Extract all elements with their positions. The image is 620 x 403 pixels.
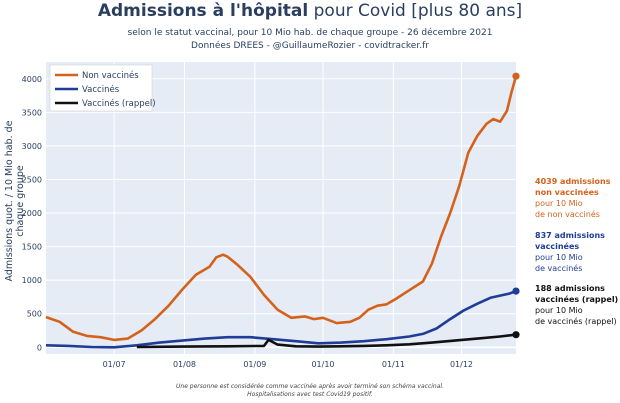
title-rest: pour Covid [plus 80 ans] <box>308 1 523 21</box>
series-line-2 <box>136 333 517 349</box>
y-tick-label: 500 <box>27 310 42 319</box>
subtitle-line-2: Données DREES - @GuillaumeRozier - covid… <box>191 41 429 51</box>
y-tick-label: 1000 <box>22 276 42 285</box>
annotation-line4: de vaccinés (rappel) <box>535 317 617 326</box>
annotation-line4: de non vaccinés <box>535 210 600 219</box>
series-lines <box>45 72 520 349</box>
x-tick-label: 01/09 <box>243 360 266 369</box>
legend-label-2[interactable]: Vaccinés (rappel) <box>82 98 156 109</box>
annotation-bold1: 837 admissions <box>535 231 605 240</box>
footnote-2: Hospitalisations avec test Covid19 posit… <box>247 391 373 398</box>
y-tick-label: 2500 <box>22 175 42 184</box>
series-endpoint-1 <box>512 287 520 295</box>
x-tick-labels: 01/07 01/08 01/09 01/10 01/11 01/12 <box>103 360 473 369</box>
annotation-0: 4039 admissions non vaccinées pour 10 Mio d… <box>535 176 610 220</box>
annotation-line3: pour 10 Mio <box>535 306 583 315</box>
series-line-0 <box>45 75 518 342</box>
annotation-bold1: 4039 admissions <box>535 177 611 186</box>
y-tick-label: 3500 <box>22 108 42 117</box>
y-tick-label: 0 <box>37 343 42 352</box>
annotation-1: 837 admissions vaccinées pour 10 Mio de vac… <box>535 230 605 274</box>
y-tick-label: 2000 <box>22 209 42 218</box>
legend-label-0[interactable]: Non vaccinés <box>82 70 139 81</box>
y-tick-labels: 0 500 1000 1500 2000 2500 3000 3500 4000 <box>22 75 42 353</box>
gridlines <box>46 62 516 354</box>
annotation-bold2: vaccinées (rappel) <box>535 295 619 304</box>
annotation-bold2: non vaccinées <box>535 188 599 197</box>
subtitle-line-1: selon le statut vaccinal, pour 10 Mio ha… <box>127 28 493 38</box>
x-tick-label: 01/07 <box>103 360 126 369</box>
y-tick-label: 4000 <box>22 75 42 84</box>
x-tick-label: 01/10 <box>311 360 334 369</box>
x-tick-label: 01/12 <box>450 360 473 369</box>
series-endpoint-0 <box>512 72 520 80</box>
x-tick-label: 01/11 <box>382 360 405 369</box>
y-tick-label: 1500 <box>22 243 42 252</box>
series-endpoint-2 <box>512 331 520 339</box>
legend-label-1[interactable]: Vaccinés <box>82 84 120 95</box>
annotation-bold1: 188 admissions <box>535 284 605 293</box>
annotation-bold2: vaccinées <box>535 242 580 251</box>
annotation-line3: pour 10 Mio <box>535 199 583 208</box>
annotation-line4: de vaccinés <box>535 264 583 273</box>
legend[interactable]: Non vaccinés Vaccinés Vaccinés (rappel) <box>49 64 156 112</box>
annotation-line3: pour 10 Mio <box>535 253 583 262</box>
footnote-1: Une personne est considérée comme vaccin… <box>176 383 444 390</box>
y-tick-label: 3000 <box>22 142 42 151</box>
x-tick-label: 01/08 <box>173 360 196 369</box>
title-bold: Admissions à l'hôpital <box>97 1 309 21</box>
chart-title: Admissions à l'hôpital pour Covid [plus … <box>0 0 620 22</box>
annotation-2: 188 admissions vaccinées (rappel) pour 10 … <box>535 283 618 327</box>
series-line-1 <box>45 289 517 349</box>
